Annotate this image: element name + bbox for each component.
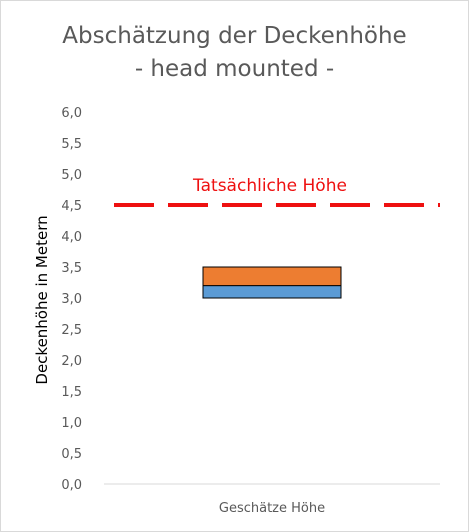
bar-stack — [202, 266, 342, 299]
y-tick-label: 0,5 — [61, 447, 82, 462]
x-category-label: Geschätze Höhe — [219, 501, 325, 516]
y-tick-label: 6,0 — [61, 106, 82, 121]
title-line-2: - head mounted - — [134, 56, 335, 82]
y-tick-label: 2,0 — [61, 354, 82, 369]
y-tick-label: 1,5 — [61, 385, 82, 400]
bar-segment-2 — [202, 266, 342, 287]
title-line-1: Abschätzung der Deckenhöhe — [62, 23, 407, 49]
y-tick-label: 4,5 — [61, 199, 82, 214]
y-tick-labels: 0,0 0,5 1,0 1,5 2,0 2,5 3,0 3,5 4,0 4,5 5,0 5,5 6,0 — [61, 106, 82, 493]
y-tick-label: 1,0 — [61, 416, 82, 431]
reference-line-label: Tatsächliche Höhe — [192, 176, 347, 196]
bar-segment-1 — [202, 285, 342, 299]
y-tick-label: 0,0 — [61, 478, 82, 493]
chart-title: Abschätzung der Deckenhöhe - head mounte… — [0, 20, 469, 86]
y-tick-label: 3,0 — [61, 292, 82, 307]
y-axis-label: Deckenhöhe in Metern — [33, 215, 51, 384]
y-tick-label: 5,0 — [61, 168, 82, 183]
y-tick-label: 2,5 — [61, 323, 82, 338]
y-tick-label: 5,5 — [61, 137, 82, 152]
y-tick-label: 3,5 — [61, 261, 82, 276]
y-tick-label: 4,0 — [61, 230, 82, 245]
